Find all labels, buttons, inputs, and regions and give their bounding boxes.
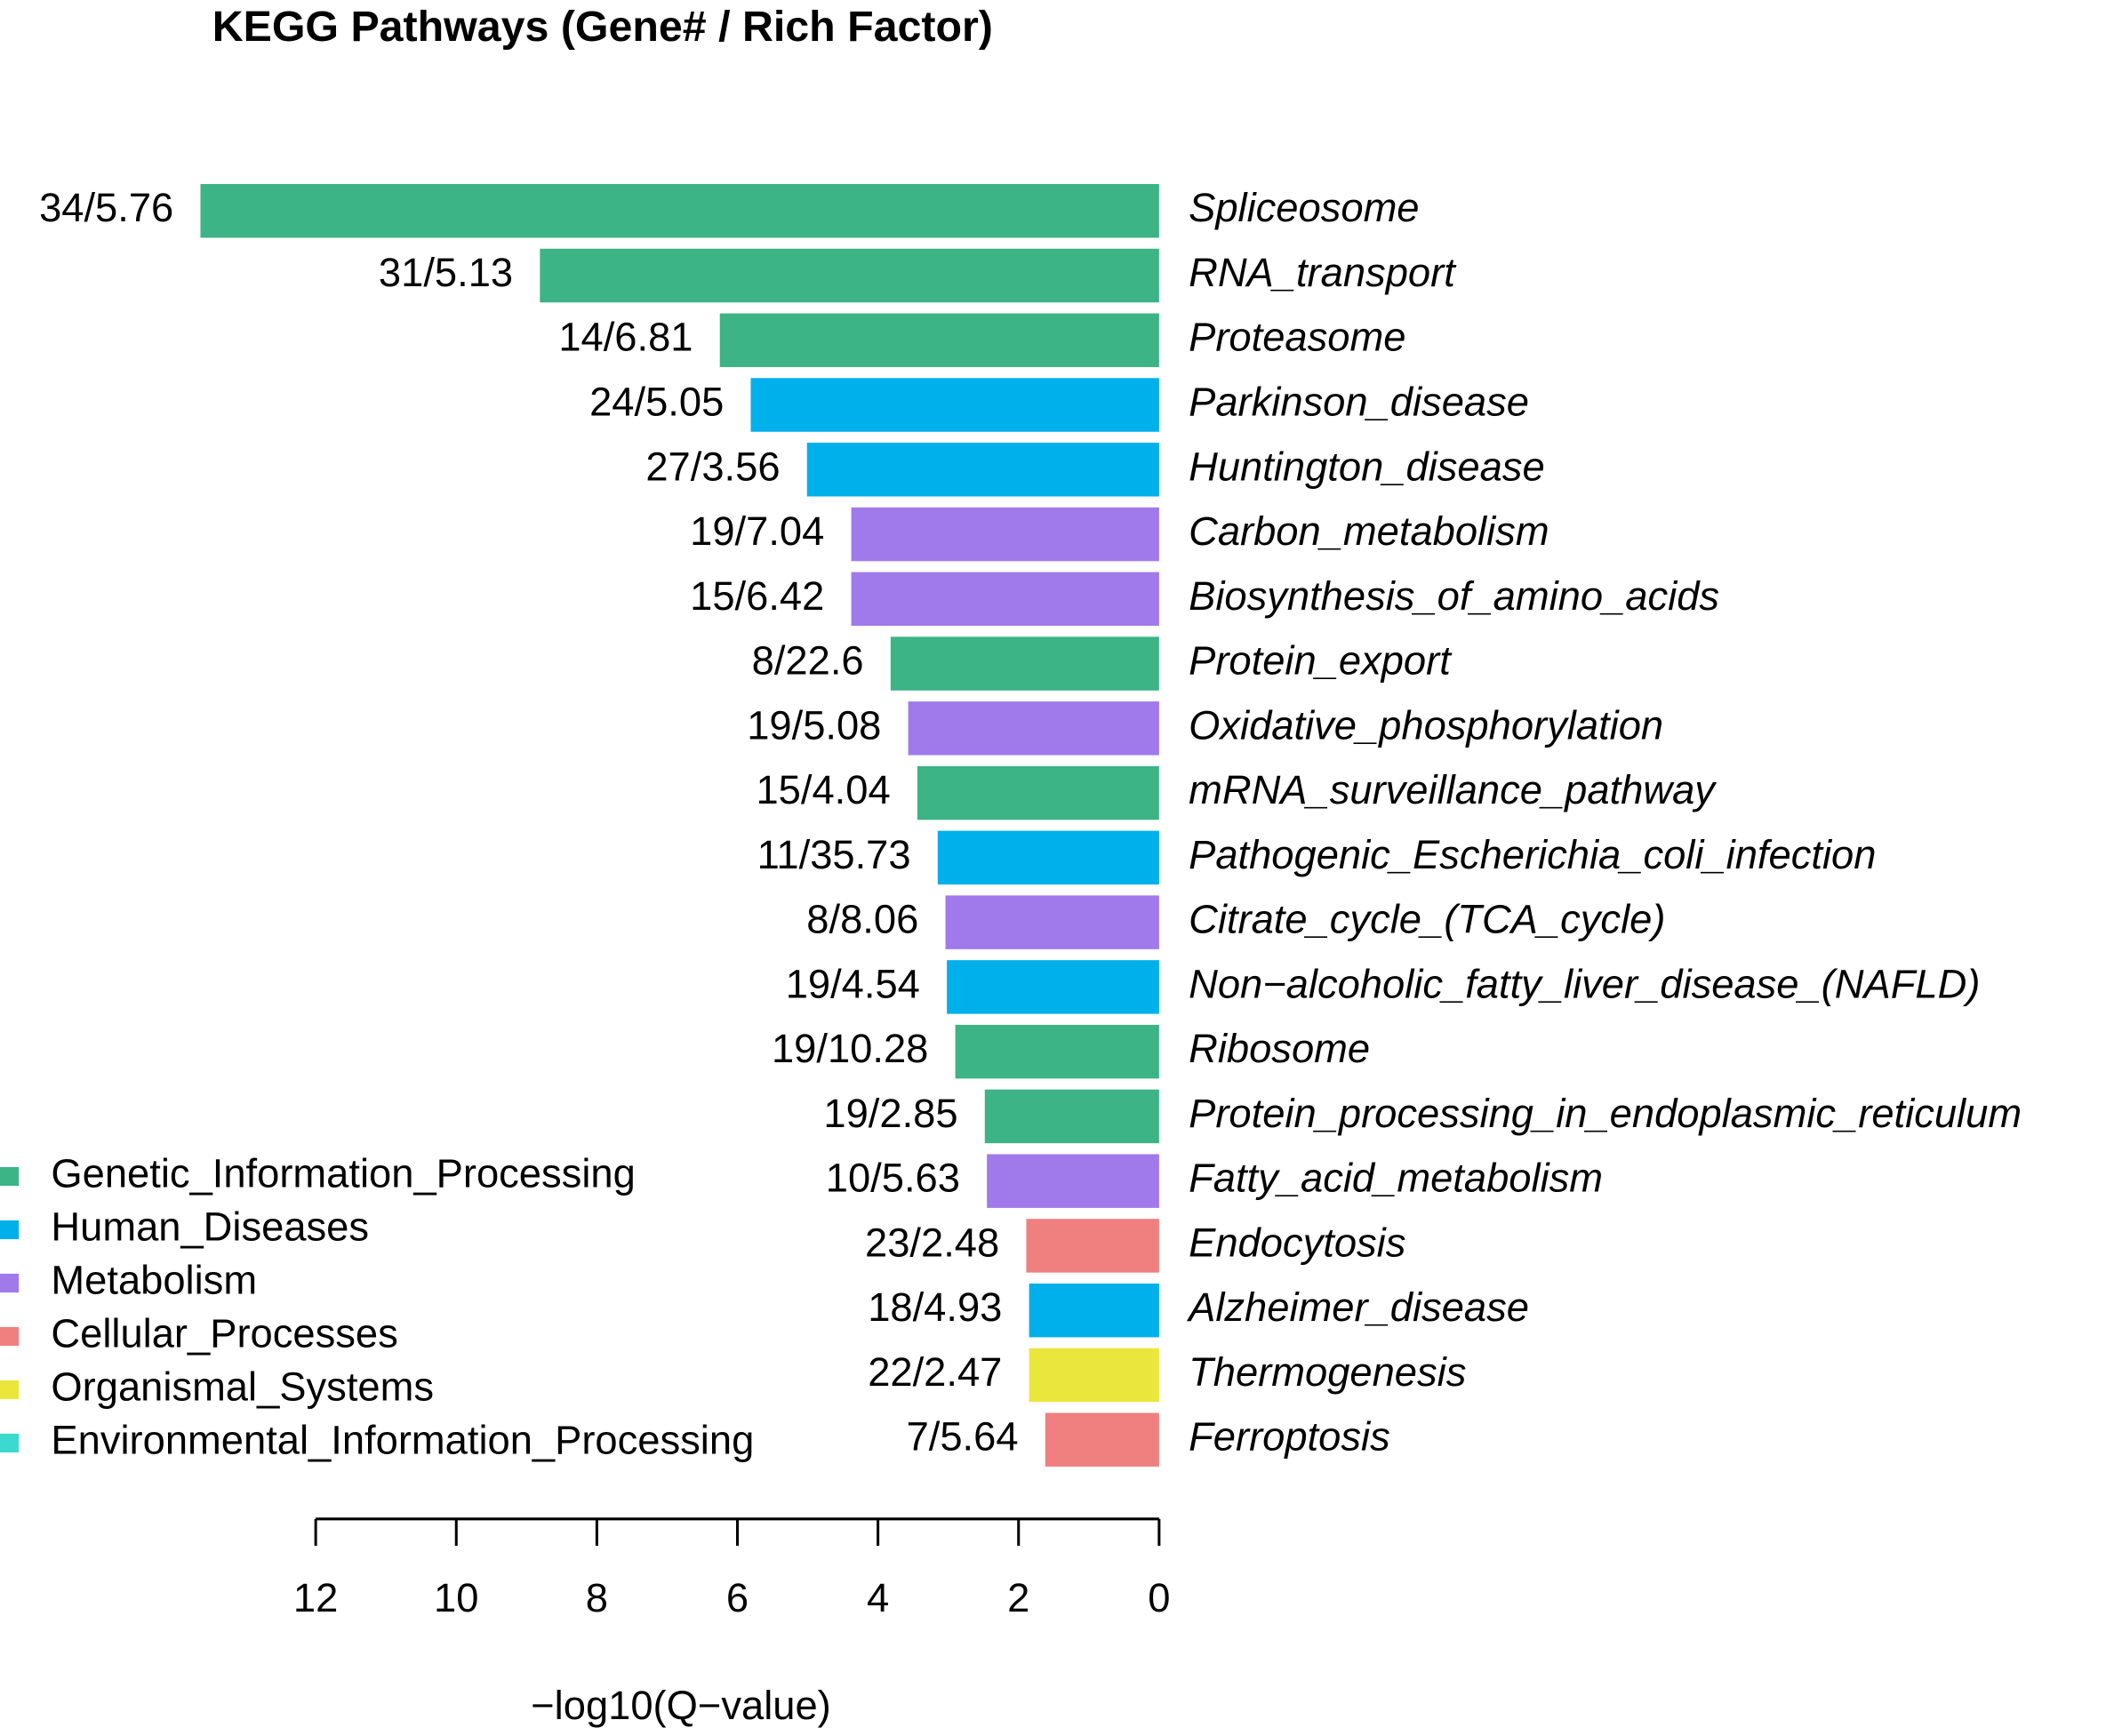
category-label: Citrate_cycle_(TCA_cycle) xyxy=(1189,897,1665,942)
x-tick-label: 4 xyxy=(867,1575,889,1620)
bar-annotation: 23/2.48 xyxy=(865,1220,999,1265)
bar xyxy=(955,1024,1159,1079)
category-label: Carbon_metabolism xyxy=(1189,508,1549,554)
bar-annotation: 19/5.08 xyxy=(747,702,881,748)
bar-annotation: 15/4.04 xyxy=(756,767,890,812)
bar-annotation: 22/2.47 xyxy=(868,1349,1002,1395)
category-label: Protein_export xyxy=(1189,638,1453,684)
x-tick-label: 0 xyxy=(1148,1575,1170,1620)
category-label: Protein_processing_in_endoplasmic_reticu… xyxy=(1189,1091,2022,1136)
bar xyxy=(719,313,1159,367)
bar xyxy=(1026,1219,1159,1273)
bar-annotation: 19/10.28 xyxy=(772,1026,928,1071)
bar xyxy=(750,378,1159,432)
category-label: Non−alcoholic_fatty_liver_disease_(NAFLD… xyxy=(1189,961,1980,1006)
bar-annotation: 34/5.76 xyxy=(39,185,173,230)
x-tick-label: 10 xyxy=(434,1575,478,1620)
bar xyxy=(1045,1412,1159,1467)
category-label: Endocytosis xyxy=(1189,1220,1405,1265)
bar xyxy=(987,1154,1159,1208)
bar xyxy=(917,765,1159,820)
legend-label: Environmental_Information_Processing xyxy=(51,1417,754,1462)
category-label: Biosynthesis_of_amino_acids xyxy=(1189,573,1719,619)
category-label: Pathogenic_Escherichia_coli_infection xyxy=(1189,832,1876,877)
bar-annotation: 27/3.56 xyxy=(645,444,780,489)
bar xyxy=(851,507,1159,562)
bar xyxy=(947,960,1159,1014)
bar-annotation: 19/4.54 xyxy=(786,961,920,1006)
x-tick-label: 2 xyxy=(1007,1575,1029,1620)
legend-swatch xyxy=(0,1273,20,1293)
legend-label: Cellular_Processes xyxy=(51,1310,397,1356)
bar-annotation: 15/6.42 xyxy=(690,573,824,619)
bar xyxy=(937,830,1159,885)
bar-annotation: 24/5.05 xyxy=(589,380,724,425)
legend-swatch xyxy=(0,1220,20,1240)
bar xyxy=(984,1089,1159,1144)
legend-swatch xyxy=(0,1326,20,1347)
bar xyxy=(540,248,1159,303)
bar xyxy=(806,443,1159,497)
category-label: Proteasome xyxy=(1189,315,1405,360)
legend-swatch xyxy=(0,1380,20,1400)
category-label: Spliceosome xyxy=(1189,185,1419,230)
category-label: Huntington_disease xyxy=(1189,444,1545,489)
bar xyxy=(908,701,1159,756)
bar-annotation: 7/5.64 xyxy=(907,1414,1019,1460)
bar xyxy=(1029,1283,1159,1338)
x-tick-label: 8 xyxy=(586,1575,608,1620)
bar-annotation: 11/35.73 xyxy=(757,832,911,877)
bar-annotation: 19/7.04 xyxy=(690,508,824,554)
bar-annotation: 10/5.63 xyxy=(826,1156,960,1201)
bar-annotation: 8/8.06 xyxy=(806,897,918,942)
category-label: Oxidative_phosphorylation xyxy=(1189,702,1663,748)
bar xyxy=(200,184,1159,238)
legend-label: Genetic_Information_Processing xyxy=(51,1151,635,1196)
bar-annotation: 19/2.85 xyxy=(823,1091,957,1136)
bar-annotation: 14/6.81 xyxy=(558,315,693,360)
legend-label: Metabolism xyxy=(51,1257,257,1302)
category-label: Fatty_acid_metabolism xyxy=(1189,1156,1603,1201)
legend-label: Human_Diseases xyxy=(51,1204,369,1249)
x-tick-label: 6 xyxy=(726,1575,749,1620)
x-tick-label: 12 xyxy=(293,1575,338,1620)
category-label: RNA_transport xyxy=(1189,250,1457,295)
bar xyxy=(890,636,1159,691)
legend-swatch xyxy=(0,1433,20,1453)
category-label: Ferroptosis xyxy=(1189,1414,1390,1460)
bar-annotation: 31/5.13 xyxy=(379,250,513,295)
category-label: Ribosome xyxy=(1189,1026,1370,1071)
bar-annotation: 18/4.93 xyxy=(868,1284,1002,1330)
bar xyxy=(1029,1348,1159,1403)
category-label: Alzheimer_disease xyxy=(1186,1284,1529,1330)
bar xyxy=(851,572,1159,627)
category-label: Thermogenesis xyxy=(1189,1349,1466,1395)
category-label: mRNA_surveillance_pathway xyxy=(1189,767,1717,812)
bar-annotation: 8/22.6 xyxy=(752,638,864,684)
legend-swatch xyxy=(0,1166,20,1187)
legend-label: Organismal_Systems xyxy=(51,1364,434,1409)
bar xyxy=(945,895,1159,949)
chart-title: KEGG Pathways (Gene# / Rich Factor) xyxy=(212,3,993,51)
x-axis-label: −log10(Q−value) xyxy=(531,1683,831,1728)
category-label: Parkinson_disease xyxy=(1189,380,1529,425)
